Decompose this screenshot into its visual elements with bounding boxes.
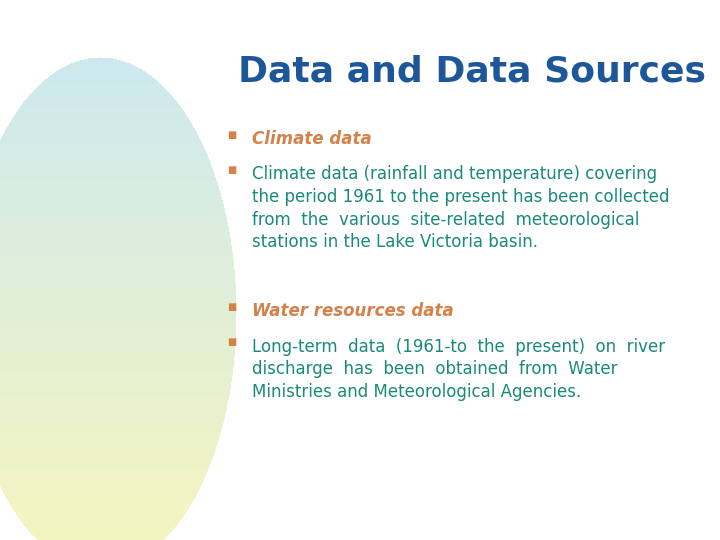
Text: Long-term  data  (1961-to  the  present)  on  river
discharge  has  been  obtain: Long-term data (1961-to the present) on … — [252, 338, 665, 401]
Text: ■: ■ — [227, 338, 236, 348]
Text: ■: ■ — [227, 130, 236, 140]
Text: Climate data: Climate data — [252, 130, 372, 147]
Text: Data and Data Sources: Data and Data Sources — [238, 54, 706, 88]
Text: Water resources data: Water resources data — [252, 302, 454, 320]
Text: ■: ■ — [227, 165, 236, 175]
Text: ■: ■ — [227, 302, 236, 313]
Text: Climate data (rainfall and temperature) covering
the period 1961 to the present : Climate data (rainfall and temperature) … — [252, 165, 670, 252]
